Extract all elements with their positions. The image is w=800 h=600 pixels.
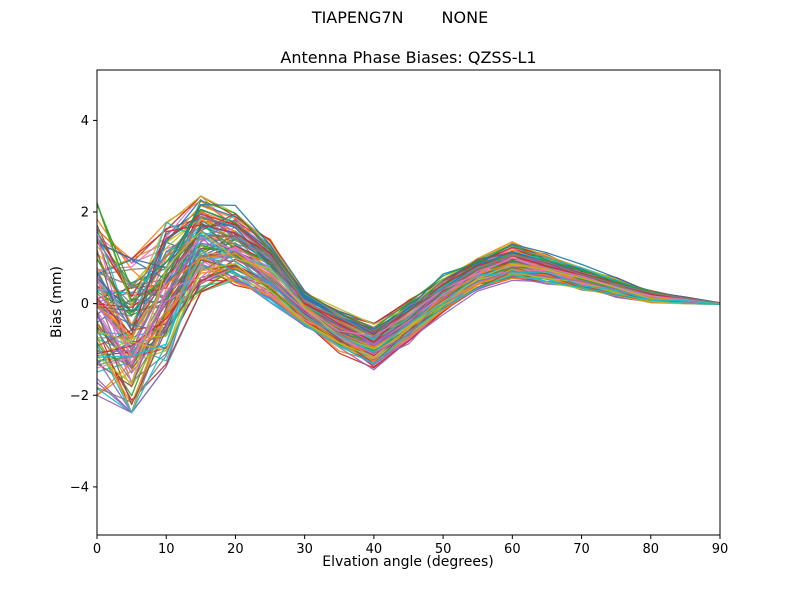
- series-line: [97, 233, 720, 358]
- series-line: [97, 262, 720, 358]
- antenna-type: NONE: [441, 8, 489, 27]
- x-tick-label: 70: [573, 542, 590, 557]
- x-tick-label: 60: [504, 542, 521, 557]
- y-tick-label: 0: [81, 297, 89, 312]
- series-line: [97, 199, 720, 329]
- x-tick-label: 30: [296, 542, 313, 557]
- chart-title: Antenna Phase Biases: QZSS-L1: [280, 48, 537, 67]
- y-tick-label: −2: [70, 389, 89, 404]
- axes-frame: [96, 69, 721, 536]
- x-tick-label: 0: [93, 542, 101, 557]
- series-line: [97, 216, 720, 337]
- y-axis-label: Bias (mm): [49, 265, 65, 339]
- x-tick-label: 90: [712, 542, 729, 557]
- station-name: TIAPENG7N: [311, 8, 404, 27]
- x-tick-label: 40: [366, 542, 383, 557]
- y-tick-label: −4: [70, 480, 89, 495]
- series-line: [97, 250, 720, 414]
- y-tick-label: 2: [81, 206, 89, 221]
- y-tick-label: 4: [81, 114, 89, 129]
- series-line: [97, 230, 720, 385]
- figure-suptitle: TIAPENG7N NONE: [0, 9, 800, 27]
- y-axis: −4 −2 0 2 4: [70, 114, 97, 495]
- series-line: [97, 203, 720, 330]
- x-tick-label: 80: [643, 542, 660, 557]
- series-lines: [97, 195, 720, 414]
- series-line: [97, 235, 720, 368]
- x-tick-label: 50: [435, 542, 452, 557]
- x-axis: 0 10 20 30 40 50 60 70 80 90: [93, 535, 728, 557]
- x-tick-label: 20: [227, 542, 244, 557]
- x-tick-label: 10: [158, 542, 175, 557]
- x-axis-label: Elvation angle (degrees): [322, 554, 494, 570]
